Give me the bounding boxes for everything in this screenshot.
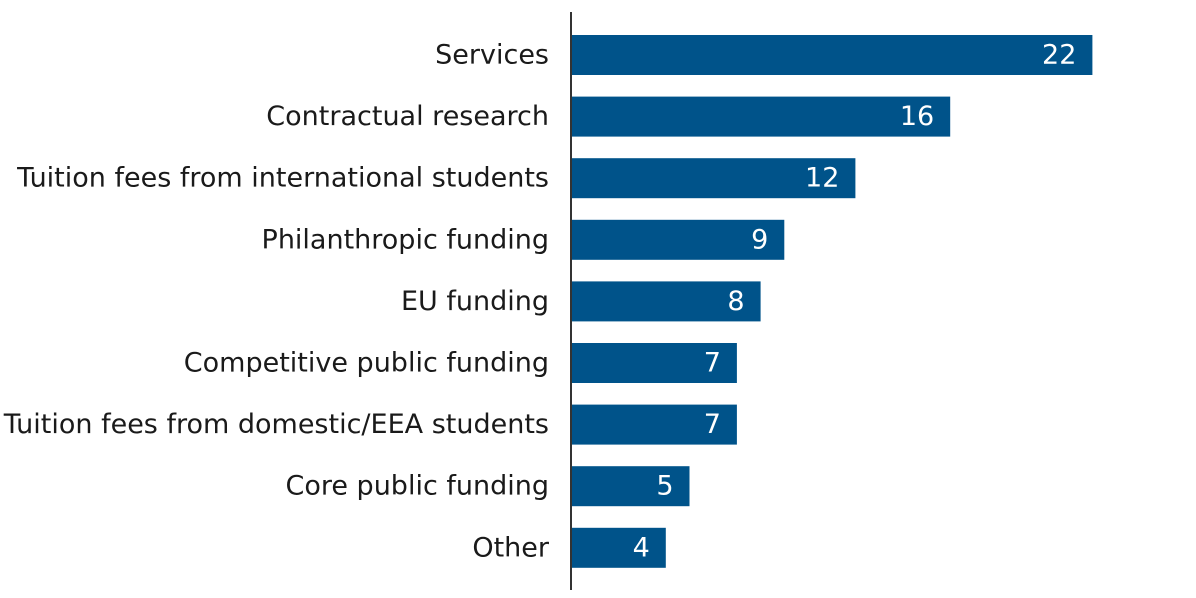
value-label: 4 [633,532,650,563]
value-label: 7 [704,409,721,440]
bar [571,527,666,568]
category-label: EU funding [401,286,549,317]
value-label: 16 [900,101,934,132]
bar [571,343,737,383]
category-labels-group: Services Contractual research Tuition fees… [3,40,550,564]
category-label: Other [472,532,550,563]
bar [571,35,1093,75]
bar [571,158,856,199]
bar [571,466,690,507]
bar [571,281,761,322]
value-label: 9 [751,224,768,255]
value-label: 22 [1042,40,1076,71]
category-label: Tuition fees from international students [16,163,549,194]
category-label: Tuition fees from domestic/EEA students [3,409,549,440]
category-label: Competitive public funding [184,348,549,379]
bar [571,404,737,445]
bars-group [571,35,1093,568]
value-label: 8 [727,286,744,317]
value-label: 5 [656,471,673,502]
category-label: Philanthropic funding [262,224,549,255]
bar [571,96,951,137]
value-label: 12 [805,163,839,194]
value-label: 7 [704,348,721,379]
category-label: Services [435,40,549,71]
category-label: Contractual research [266,101,549,132]
category-label: Core public funding [285,471,549,502]
bar [571,219,785,260]
